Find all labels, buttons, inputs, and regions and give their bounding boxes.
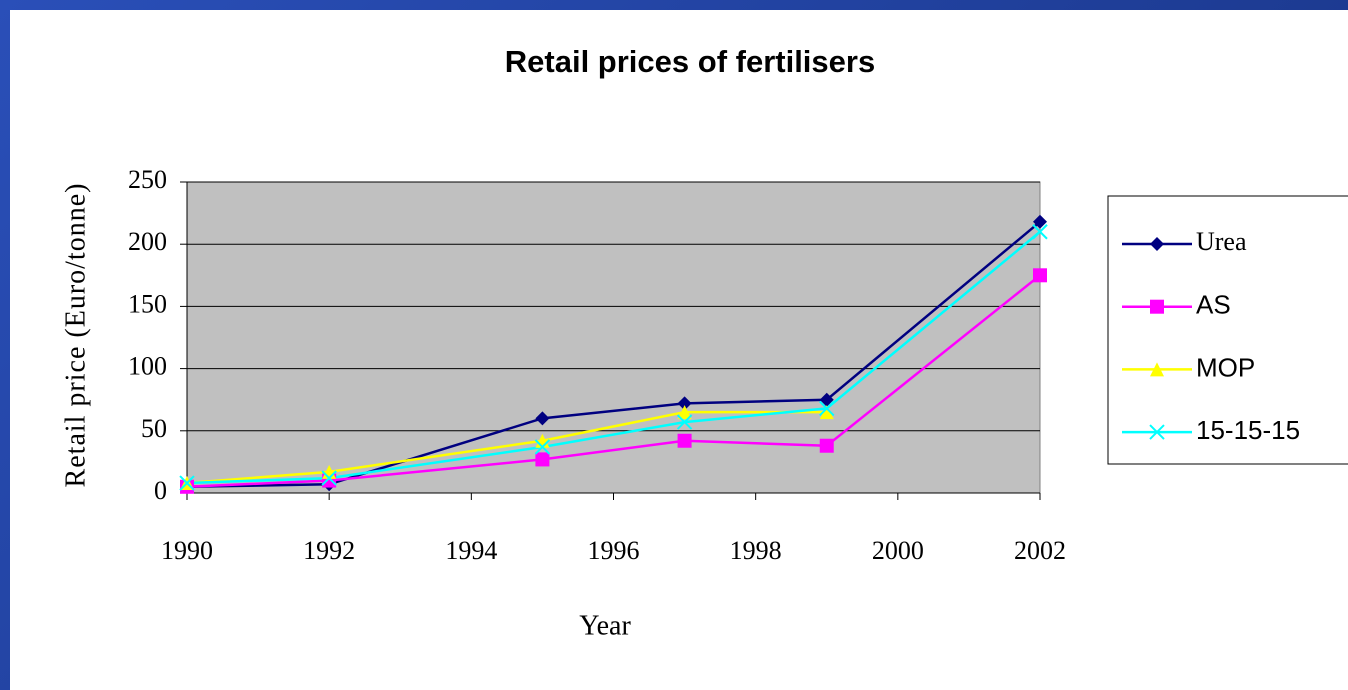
y-tick-label: 0 bbox=[154, 476, 167, 505]
x-axis-label: Year bbox=[579, 610, 631, 641]
y-tick-label: 250 bbox=[128, 165, 167, 194]
legend-box bbox=[1107, 195, 1348, 465]
marker bbox=[676, 414, 693, 430]
marker bbox=[819, 438, 834, 453]
x-tick-label: 2000 bbox=[872, 536, 924, 565]
marker bbox=[819, 405, 834, 420]
x-tick-label: 1994 bbox=[445, 536, 497, 565]
marker bbox=[321, 470, 337, 486]
y-tick-label: 200 bbox=[128, 227, 167, 256]
marker bbox=[677, 405, 692, 420]
y-tick-label: 100 bbox=[128, 352, 167, 381]
y-tick-label: 50 bbox=[141, 414, 167, 443]
y-axis-label: Retail price (Euro/tonne) bbox=[60, 183, 91, 488]
marker bbox=[1032, 224, 1048, 240]
marker bbox=[179, 475, 195, 491]
legend-label: Urea bbox=[1196, 227, 1247, 256]
legend-label: MOP bbox=[1196, 352, 1255, 382]
y-tick-label: 150 bbox=[128, 289, 167, 318]
legend-marker bbox=[1150, 237, 1164, 251]
legend-label: AS bbox=[1196, 290, 1231, 320]
x-tick-label: 2002 bbox=[1014, 536, 1066, 565]
marker bbox=[535, 452, 550, 467]
marker bbox=[677, 433, 692, 448]
x-tick-label: 1990 bbox=[161, 536, 213, 565]
series-line bbox=[186, 230, 1041, 485]
legend-marker bbox=[1149, 424, 1165, 440]
marker bbox=[1033, 214, 1047, 229]
plot-area bbox=[186, 181, 1041, 494]
x-tick-label: 1996 bbox=[588, 536, 640, 565]
marker bbox=[535, 411, 550, 426]
legend-label: 15-15-15 bbox=[1196, 415, 1300, 445]
series-line bbox=[186, 220, 1041, 489]
marker bbox=[677, 396, 692, 411]
marker bbox=[1033, 268, 1047, 283]
legend-marker bbox=[1150, 362, 1164, 377]
chart-title: Retail prices of fertilisers bbox=[505, 44, 875, 79]
marker bbox=[819, 392, 834, 407]
series-line bbox=[186, 274, 1041, 489]
x-tick-label: 1998 bbox=[730, 536, 782, 565]
x-tick-label: 1992 bbox=[303, 536, 355, 565]
marker bbox=[819, 400, 835, 417]
legend-marker bbox=[1150, 299, 1164, 314]
marker bbox=[534, 439, 551, 455]
